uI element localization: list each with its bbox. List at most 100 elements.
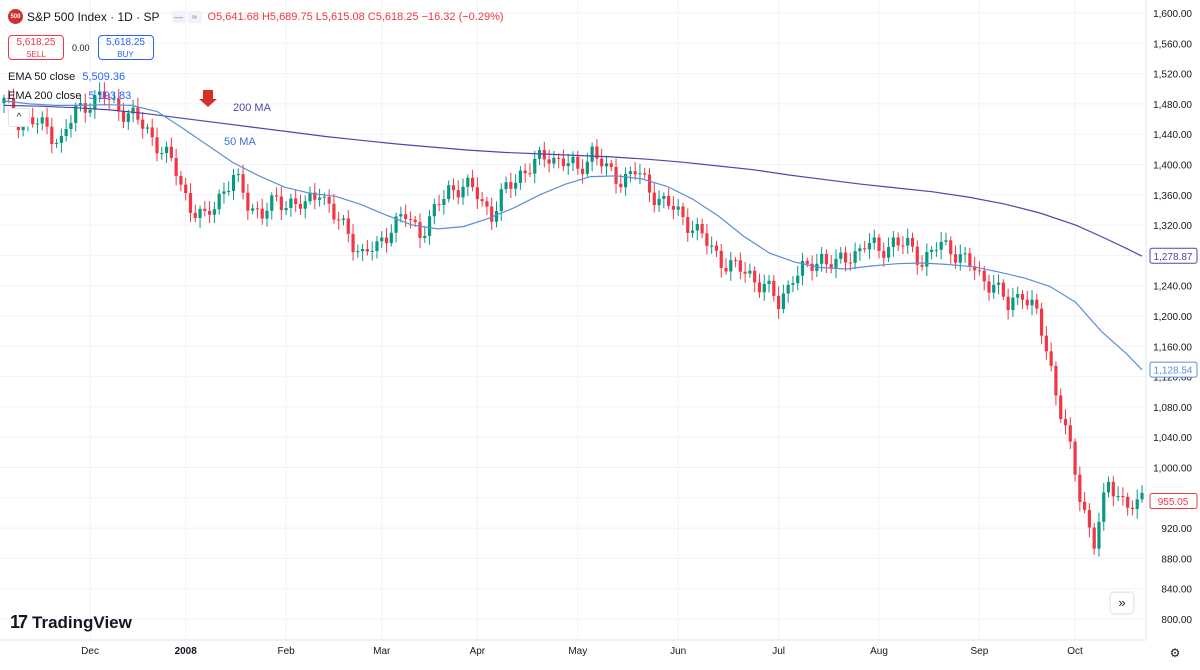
- candle-body: [1097, 521, 1101, 549]
- minimize-icon[interactable]: —: [171, 10, 186, 23]
- ema50-legend[interactable]: EMA 50 close 5,509.36: [8, 71, 125, 83]
- candle-body: [246, 192, 250, 211]
- candle-body: [623, 173, 628, 188]
- candle-body: [820, 253, 824, 264]
- candle-body: [298, 203, 303, 209]
- cross-arrow-icon: [199, 90, 217, 107]
- ema200-legend[interactable]: EMA 200 close 5,193.83: [8, 90, 131, 102]
- candle-body: [576, 156, 580, 169]
- candle-body: [1102, 492, 1106, 522]
- candle-body: [690, 230, 695, 233]
- candle-body: [160, 153, 164, 155]
- collapse-legend-button[interactable]: ^: [8, 108, 30, 127]
- candle-body: [260, 208, 264, 219]
- price-tag-box: [1149, 247, 1198, 264]
- candle-body: [380, 237, 384, 242]
- candle-body: [920, 264, 924, 267]
- candle-body: [609, 163, 613, 167]
- y-tick-label: 840.00: [1161, 585, 1192, 596]
- scroll-to-realtime-button[interactable]: »: [1111, 593, 1133, 613]
- candle-body: [1078, 474, 1082, 502]
- compare-icon[interactable]: ≈: [187, 10, 202, 23]
- candle-body: [657, 198, 661, 206]
- candle-body: [461, 186, 465, 198]
- candle-body: [155, 137, 159, 154]
- y-tick-label: 1,080.00: [1153, 403, 1192, 414]
- candle-body: [1111, 481, 1115, 497]
- candle-body: [958, 254, 962, 263]
- sell-button[interactable]: 5,618.25 SELL: [8, 35, 64, 60]
- candle-body: [447, 185, 451, 200]
- candle-body: [236, 174, 240, 176]
- x-tick-label: Oct: [1067, 646, 1083, 657]
- candle-body: [231, 174, 236, 191]
- x-tick-label: May: [568, 646, 587, 657]
- candle-body: [896, 237, 900, 246]
- candle-body: [748, 270, 752, 274]
- x-tick-label: 2008: [175, 646, 198, 657]
- sell-label: SELL: [26, 50, 46, 59]
- candle-body: [126, 113, 130, 122]
- candle-body: [686, 217, 690, 233]
- settings-gear-icon[interactable]: ⚙: [1169, 646, 1181, 660]
- candle-body: [40, 117, 44, 124]
- candle-body: [494, 211, 499, 222]
- candle-body: [762, 284, 766, 293]
- candle-body: [74, 105, 78, 123]
- candle-body: [394, 216, 398, 233]
- candle-body: [1126, 496, 1130, 508]
- x-tick-label: Sep: [971, 646, 989, 657]
- candle-body: [346, 218, 350, 234]
- candle-body: [102, 91, 107, 99]
- candle-body: [1130, 507, 1135, 510]
- candle-body: [738, 260, 742, 272]
- candle-body: [547, 159, 551, 164]
- price-tag-box: [1149, 361, 1198, 378]
- candle-body: [274, 195, 279, 197]
- candle-body: [619, 183, 623, 188]
- candle-body: [853, 251, 857, 263]
- y-tick-label: 1,320.00: [1153, 221, 1192, 232]
- candle-body: [901, 245, 905, 247]
- candle-body: [361, 249, 365, 252]
- candle-body: [208, 210, 212, 215]
- buy-button[interactable]: 5,618.25 BUY: [97, 35, 154, 60]
- symbol-title[interactable]: S&P 500 Index · 1D · SP: [27, 9, 160, 24]
- candle-body: [662, 196, 666, 199]
- candle-body: [317, 197, 322, 200]
- candle-body: [886, 247, 891, 258]
- candle-body: [136, 107, 140, 120]
- candle-body: [724, 267, 728, 272]
- y-tick-label: 880.00: [1161, 554, 1192, 565]
- y-tick-label: 1,240.00: [1153, 282, 1192, 293]
- header-icons: — ≈: [171, 10, 202, 23]
- candle-body: [743, 271, 747, 274]
- candle-body: [580, 168, 585, 174]
- candle-body: [370, 251, 374, 253]
- candle-body: [1116, 496, 1120, 498]
- candle-body: [906, 237, 910, 246]
- candle-body: [910, 237, 915, 247]
- candle-body: [863, 248, 867, 250]
- candle-body: [872, 237, 876, 244]
- candle-body: [54, 142, 59, 145]
- candle-body: [810, 263, 814, 271]
- candle-body: [184, 184, 188, 194]
- candle-body: [442, 199, 446, 205]
- candle-body: [824, 253, 829, 265]
- candle-body: [480, 199, 484, 202]
- candle-body: [671, 205, 676, 210]
- candle-body: [934, 249, 938, 251]
- candle-body: [681, 206, 685, 218]
- y-tick-label: 1,360.00: [1153, 191, 1192, 202]
- ema200-value: 5,193.83: [88, 90, 132, 102]
- candle-body: [633, 171, 637, 175]
- candle-body: [973, 266, 977, 271]
- trade-panel: 5,618.25 SELL 0.00 5,618.25 BUY: [8, 35, 154, 60]
- candle-body: [590, 146, 594, 162]
- candle-body: [1106, 481, 1111, 493]
- candle-body: [418, 222, 422, 238]
- candle-body: [877, 237, 881, 251]
- price-tag-label: 955.05: [1158, 497, 1189, 508]
